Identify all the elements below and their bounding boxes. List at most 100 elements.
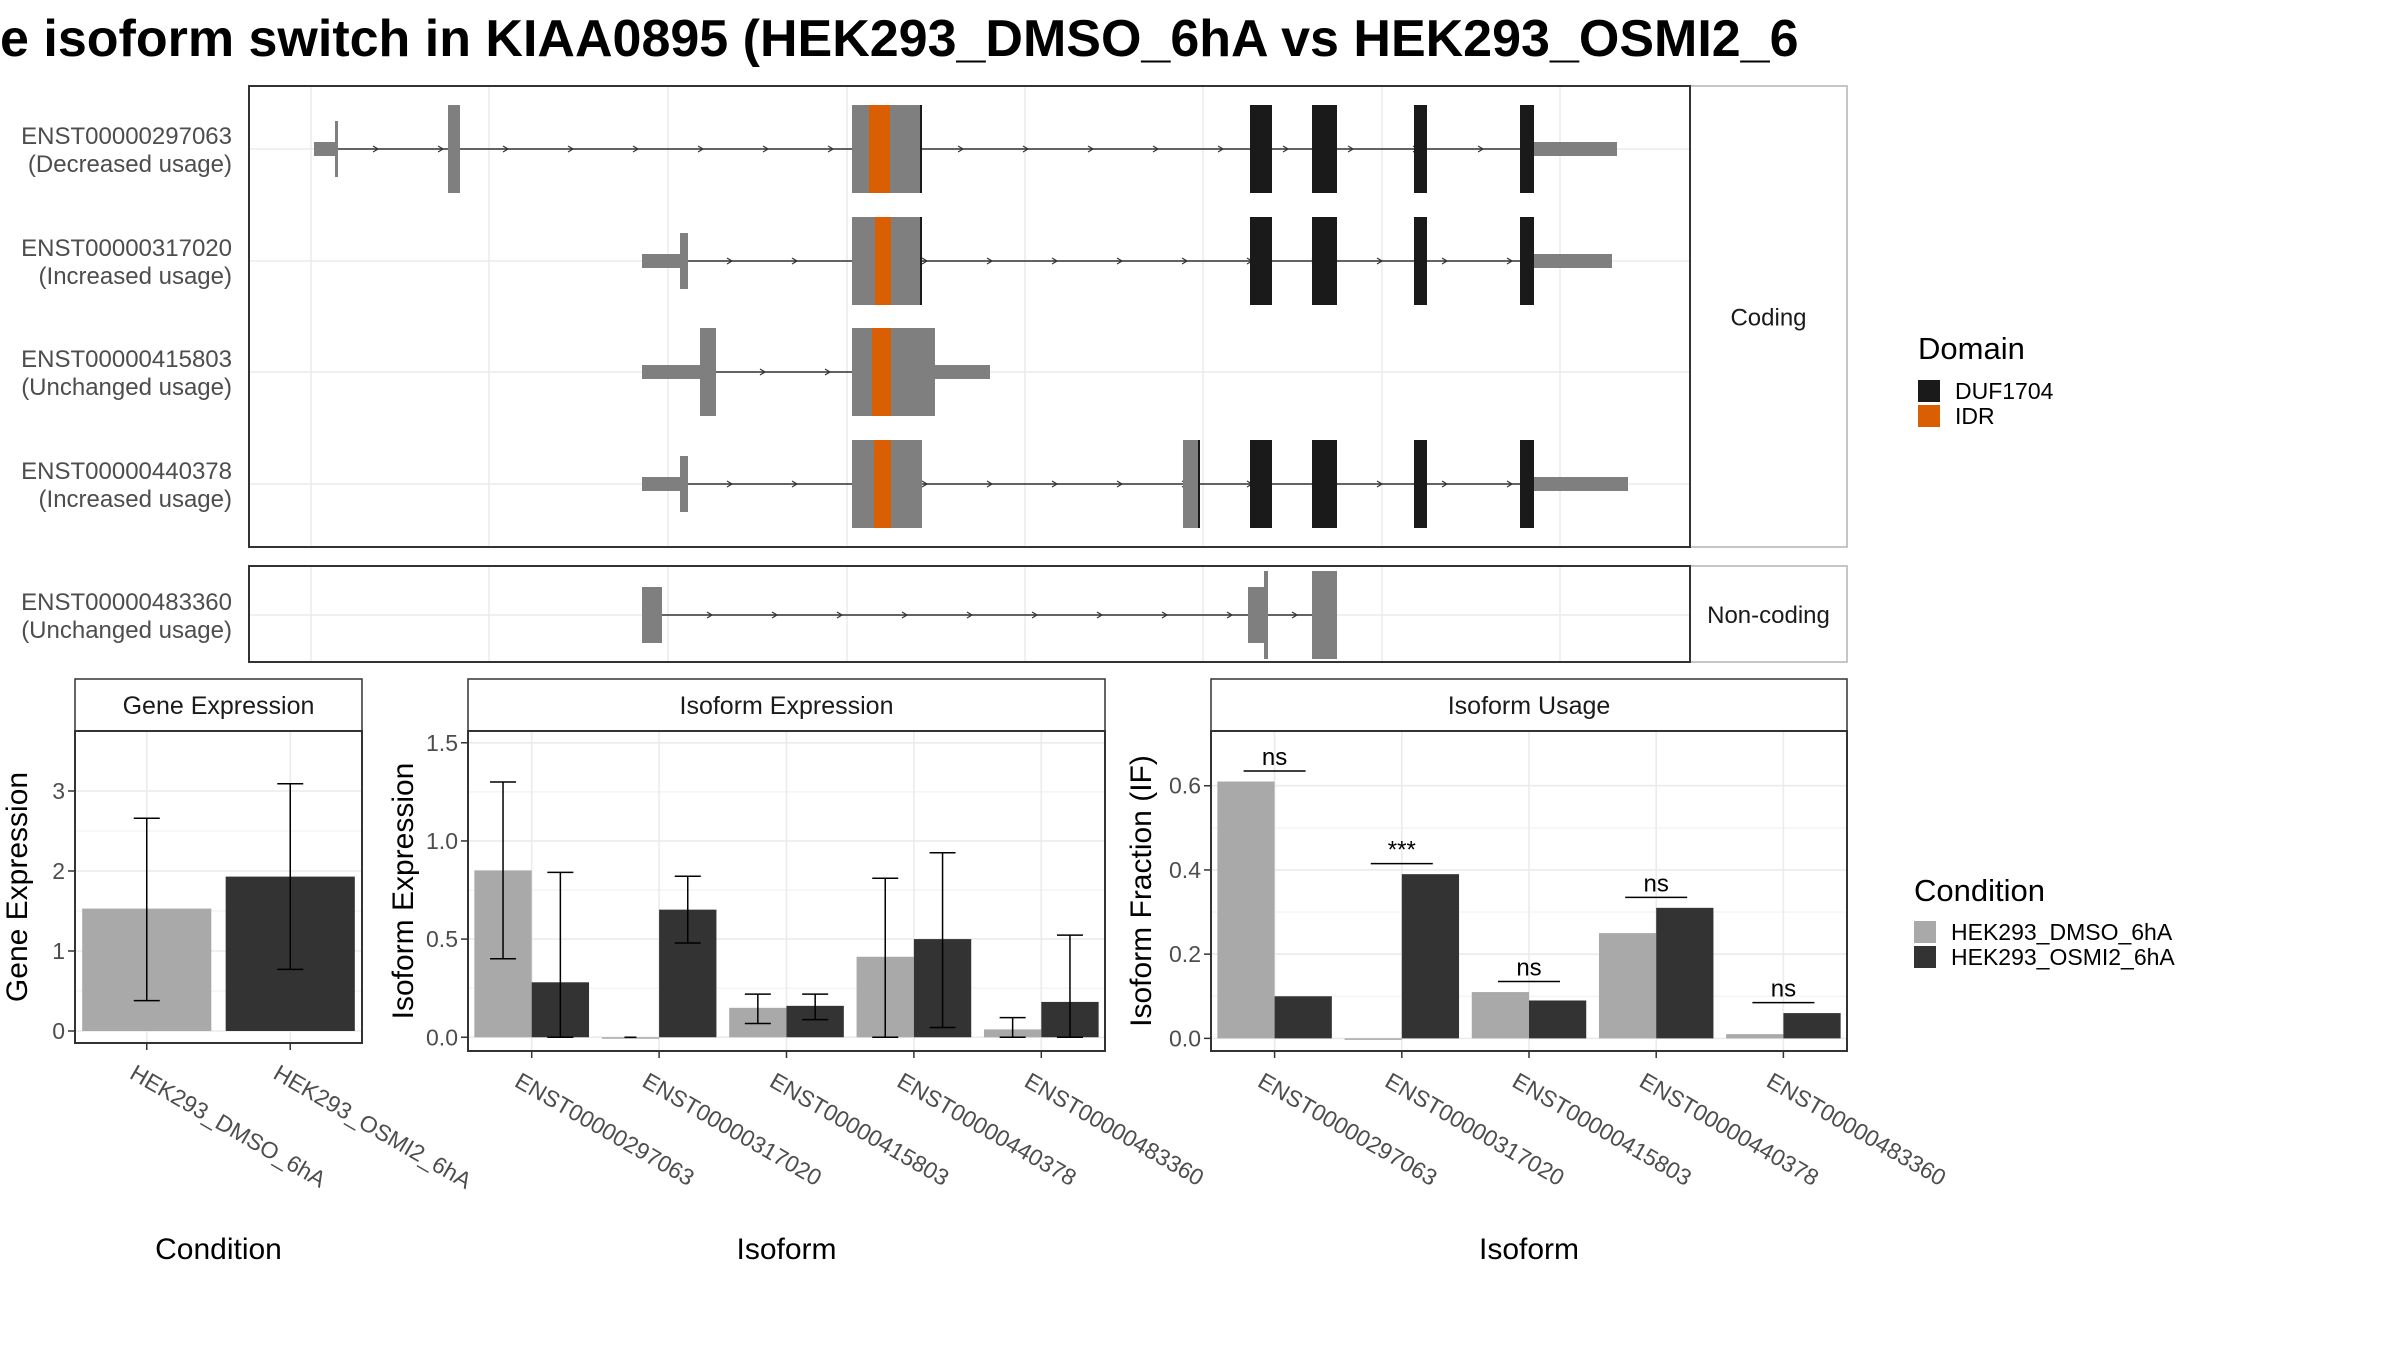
domain-legend-label: DUF1704 [1955, 378, 2054, 404]
intron-arrow-0-0 [1022, 145, 1030, 153]
transcript-label-usage: (Unchanged usage) [21, 617, 232, 644]
exon-1-9 [1534, 254, 1612, 268]
transcript-label-id: ENST00000297063 [21, 123, 232, 150]
duf1704-domain-3-0 [1198, 440, 1200, 528]
bar [1344, 1038, 1402, 1040]
exon-2-2 [852, 328, 935, 416]
intron-arrow-1-0 [1376, 257, 1384, 265]
exon-3-1 [680, 456, 688, 512]
exon-4-1 [1248, 587, 1266, 643]
bar [1529, 1000, 1587, 1039]
exon-0-0 [314, 142, 338, 156]
intron-arrow-0-0 [1347, 145, 1355, 153]
intron-arrow-0-0 [827, 145, 835, 153]
exon-4-2 [1264, 571, 1268, 659]
intron-arrow-4-0 [966, 611, 974, 619]
intron-arrow-4-0 [1291, 611, 1299, 619]
duf1704-domain-1-1 [1250, 217, 1272, 305]
exon-3-8 [1534, 477, 1628, 491]
y-tick-label: 3 [52, 778, 65, 804]
transcript-label-usage: (Decreased usage) [28, 151, 232, 178]
duf1704-domain-0-1 [1250, 105, 1272, 193]
idr-domain-1-0 [875, 217, 891, 305]
y-tick-label: 2 [52, 858, 65, 884]
x-axis-title: Isoform [736, 1233, 836, 1266]
intron-arrow-3-0 [921, 480, 929, 488]
intron-arrow-4-0 [836, 611, 844, 619]
intron-arrow-0-0 [1477, 145, 1485, 153]
intron-arrow-0-0 [437, 145, 445, 153]
strip-label-noncoding: Non-coding [1707, 602, 1830, 629]
bar-panel-title: Isoform Usage [1448, 692, 1611, 720]
duf1704-domain-0-3 [1414, 105, 1427, 193]
bar [1401, 874, 1460, 1039]
y-axis-title: Isoform Fraction (IF) [1125, 755, 1158, 1027]
duf1704-domain-3-4 [1520, 440, 1534, 528]
y-axis-title: Isoform Expression [387, 763, 420, 1020]
intron-arrow-0-0 [567, 145, 575, 153]
bar [1217, 781, 1275, 1039]
bar [1656, 907, 1714, 1039]
panel-border-noncoding [248, 565, 1691, 663]
exon-0-6 [890, 105, 920, 193]
intron-arrow-3-0 [1441, 480, 1449, 488]
transcript-label-id: ENST00000317020 [21, 235, 232, 262]
intron-arrow-3-0 [1506, 480, 1514, 488]
exon-1-1 [680, 233, 688, 289]
y-tick-label: 0.2 [1169, 941, 1201, 967]
bar [1726, 1034, 1784, 1039]
intron-arrow-1-0 [726, 257, 734, 265]
exon-1-2 [852, 217, 872, 305]
intron-arrow-1-0 [1051, 257, 1059, 265]
significance-label: ns [1771, 976, 1796, 1003]
duf1704-domain-0-0 [920, 105, 922, 193]
bar-panel-title: Isoform Expression [680, 692, 894, 720]
significance-label: *** [1388, 837, 1416, 864]
intron-arrow-0-0 [1152, 145, 1160, 153]
exon-4-3 [1312, 571, 1337, 659]
intron-arrow-0-0 [1282, 145, 1290, 153]
exon-4-0 [642, 587, 662, 643]
y-axis-title: Gene Expression [1, 772, 34, 1002]
transcript-label-usage: (Increased usage) [39, 263, 232, 290]
intron-arrow-0-0 [632, 145, 640, 153]
duf1704-domain-1-0 [920, 217, 922, 305]
transcript-label-id: ENST00000440378 [21, 458, 232, 485]
duf1704-domain-1-2 [1312, 217, 1337, 305]
condition-legend-key [1914, 921, 1936, 943]
y-tick-label: 0.5 [426, 926, 458, 952]
intron-arrow-0-0 [697, 145, 705, 153]
transcript-label-id: ENST00000415803 [21, 346, 232, 373]
figure-title: e isoform switch in KIAA0895 (HEK293_DMS… [0, 10, 1799, 68]
condition-legend-label: HEK293_OSMI2_6hA [1951, 944, 2175, 970]
intron-arrow-3-0 [791, 480, 799, 488]
y-tick-label: 0.0 [1169, 1025, 1201, 1051]
exon-2-3 [935, 365, 990, 379]
exon-2-0 [642, 365, 700, 379]
intron-arrow-3-0 [726, 480, 734, 488]
bar-strip-box-1 [467, 678, 1106, 732]
transcript-label-id: ENST00000483360 [21, 589, 232, 616]
intron-arrow-4-0 [901, 611, 909, 619]
intron-arrow-3-0 [986, 480, 994, 488]
intron-arrow-3-0 [1116, 480, 1124, 488]
intron-arrow-0-0 [762, 145, 770, 153]
condition-legend-label: HEK293_DMSO_6hA [1951, 919, 2173, 945]
idr-domain-2-0 [872, 328, 891, 416]
duf1704-domain-0-2 [1312, 105, 1337, 193]
y-tick-label: 1.0 [426, 828, 458, 854]
idr-domain-0-0 [869, 105, 890, 193]
x-axis-title: Condition [155, 1233, 282, 1266]
intron-arrow-1-0 [1181, 257, 1189, 265]
bar-panel-border-0 [74, 730, 363, 1044]
intron-arrow-0-0 [372, 145, 380, 153]
intron-arrow-4-0 [1096, 611, 1104, 619]
intron-arrow-1-0 [1116, 257, 1124, 265]
intron-arrow-4-0 [1161, 611, 1169, 619]
significance-label: ns [1516, 955, 1541, 982]
exon-2-1 [700, 328, 716, 416]
intron-arrow-4-0 [706, 611, 714, 619]
duf1704-domain-3-2 [1312, 440, 1337, 528]
exon-0-4 [862, 105, 872, 193]
